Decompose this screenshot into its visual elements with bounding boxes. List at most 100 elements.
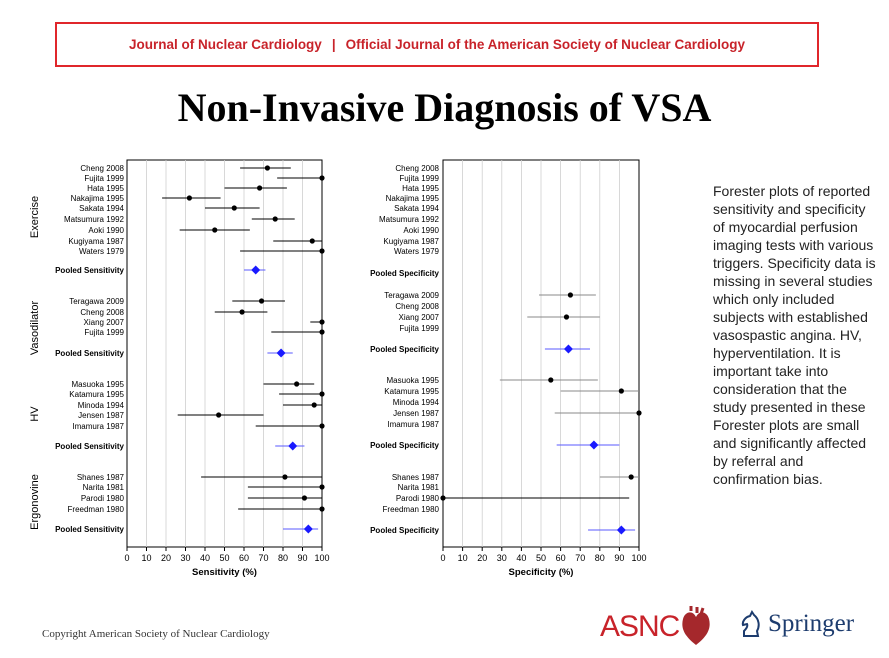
x-tick-label: 10 [458,553,468,563]
springer-chess-knight-icon [741,610,760,637]
x-tick-label: 10 [141,553,151,563]
figure-caption: Forester plots of reported sensitivity a… [713,183,876,487]
x-tick-label: 80 [595,553,605,563]
study-label: Matsumura 1992 [379,215,440,224]
x-tick-label: 30 [497,553,507,563]
x-tick-label: 70 [258,553,268,563]
pooled-diamond [303,524,313,534]
study-label: Freedman 1980 [68,505,125,514]
study-label: Sakata 1994 [394,204,439,213]
x-tick-label: 100 [631,553,646,563]
pooled-diamond [288,441,298,451]
study-label: Cheng 2008 [80,164,124,173]
study-label: Shanes 1987 [392,473,440,482]
study-label: Narita 1981 [83,483,125,492]
heart-icon [682,606,711,645]
x-tick-label: 100 [314,553,329,563]
study-point [294,381,300,387]
study-label: Minoda 1994 [78,401,125,410]
pooled-diamond [589,440,599,450]
study-label: Parodi 1980 [396,494,440,503]
study-label: Jensen 1987 [78,411,124,420]
study-label: Matsumura 1992 [64,215,125,224]
study-label: Kugiyama 1987 [383,237,439,246]
springer-logo-text: Springer [768,610,855,637]
x-tick-label: 50 [536,553,546,563]
study-label: Aoki 1990 [88,226,124,235]
x-tick-label: 80 [278,553,288,563]
study-point [282,474,288,480]
study-point [239,309,245,315]
study-point [563,314,570,320]
study-label: Cheng 2008 [80,308,124,317]
study-point [636,410,642,416]
study-point [319,484,325,490]
pooled-label: Pooled Specificity [370,345,439,354]
study-point [212,227,218,233]
study-label: Jensen 1987 [393,409,439,418]
study-point [319,506,325,512]
pooled-diamond [616,525,626,535]
group-label: Vasodilator [29,301,41,356]
study-label: Narita 1981 [398,483,440,492]
journal-subtitle: Official Journal of the American Society… [345,37,745,52]
springer-logo: Springer [738,610,854,638]
study-point [548,377,554,383]
x-tick-label: 70 [575,553,585,563]
study-point [440,495,446,501]
x-tick-label: 60 [556,553,566,563]
x-tick-label: 60 [239,553,249,563]
study-label: Hata 1995 [87,184,124,193]
study-point [257,185,263,191]
study-point [319,319,325,325]
group-label: HV [29,406,41,422]
study-label: Fujita 1999 [399,324,439,333]
study-label: Imamura 1987 [72,422,124,431]
study-label: Hata 1995 [402,184,439,193]
x-tick-label: 40 [516,553,526,563]
x-tick-label: 0 [124,553,129,563]
study-label: Xiang 2007 [84,318,125,327]
pooled-diamond [563,344,573,354]
study-label: Waters 1979 [394,247,440,256]
study-point [309,238,315,244]
study-label: Katamura 1995 [69,390,124,399]
study-point [567,292,574,298]
x-axis-label: Specificity (%) [509,567,574,578]
slide-title: Non-Invasive Diagnosis of VSA [177,85,712,130]
x-tick-label: 90 [297,553,307,563]
study-point [628,474,634,480]
study-label: Freedman 1980 [383,505,440,514]
x-tick-label: 40 [200,553,210,563]
study-label: Aoki 1990 [403,226,439,235]
study-point [319,329,325,335]
asnc-logo: ASNC [600,603,713,651]
x-tick-label: 50 [219,553,229,563]
journal-banner: Journal of Nuclear Cardiology | Official… [55,22,819,67]
study-point [231,205,237,211]
study-point [319,391,325,397]
study-label: Shanes 1987 [77,473,125,482]
study-label: Sakata 1994 [79,204,124,213]
study-label: Fujita 1999 [84,328,124,337]
study-label: Nakajima 1995 [71,194,125,203]
study-label: Cheng 2008 [395,164,439,173]
pooled-label: Pooled Sensitivity [55,442,124,451]
study-label: Cheng 2008 [395,302,439,311]
banner-separator: | [331,37,336,52]
study-point [319,248,325,254]
study-point [319,175,325,181]
study-point [186,195,192,201]
pooled-label: Pooled Specificity [370,269,439,278]
study-label: Fujita 1999 [399,174,439,183]
study-label: Imamura 1987 [387,420,439,429]
study-label: Masuoka 1995 [72,380,125,389]
study-label: Katamura 1995 [384,387,439,396]
study-label: Fujita 1999 [84,174,124,183]
study-label: Parodi 1980 [81,494,125,503]
x-tick-label: 90 [614,553,624,563]
pooled-label: Pooled Sensitivity [55,525,124,534]
study-point [319,423,325,429]
study-label: Xiang 2007 [399,313,440,322]
